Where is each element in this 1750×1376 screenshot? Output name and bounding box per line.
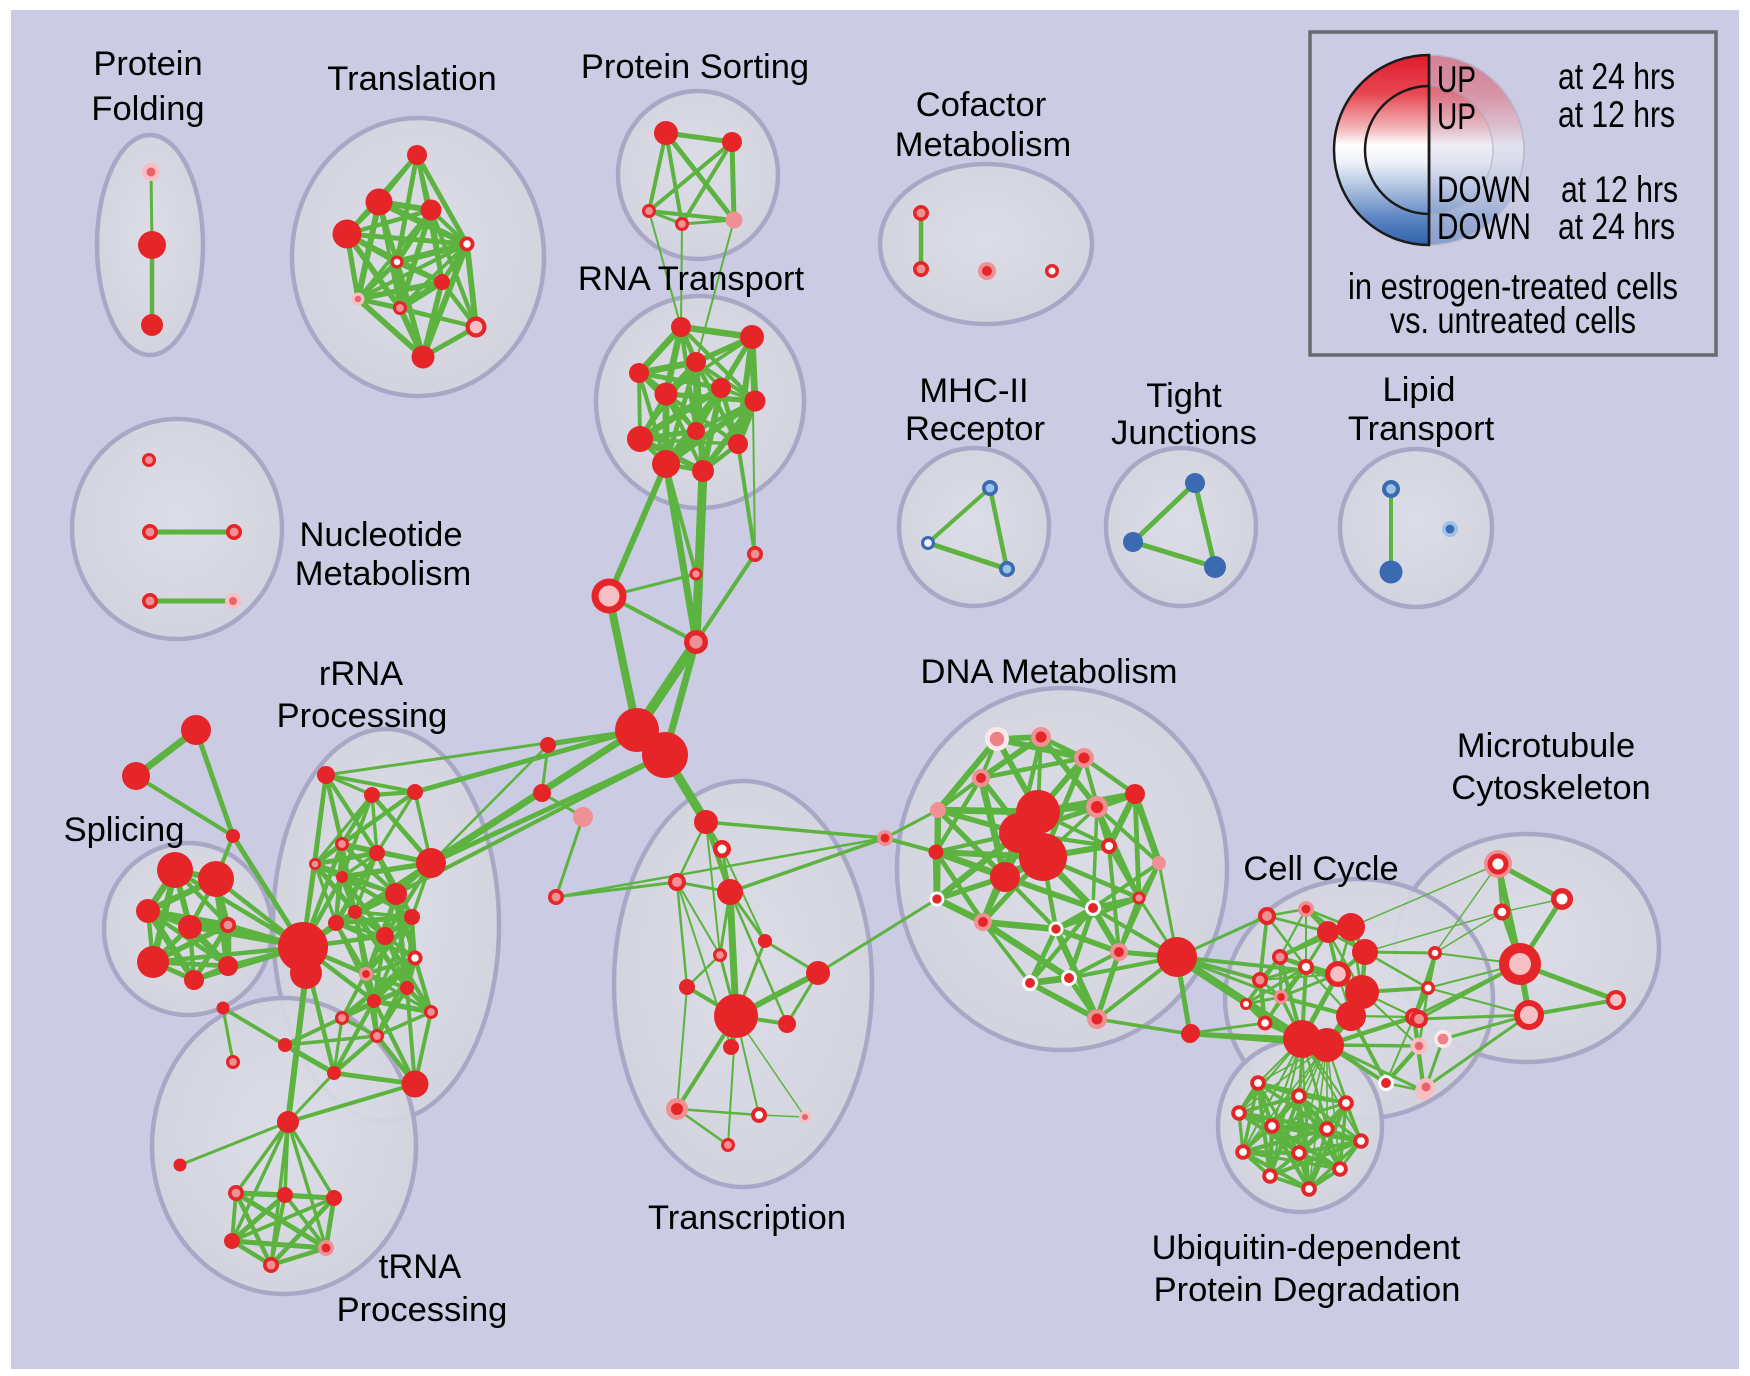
svg-text:Metabolism: Metabolism: [895, 126, 1071, 164]
svg-text:at 12 hrs: at 12 hrs: [1561, 169, 1678, 210]
svg-text:Transcription: Transcription: [648, 1199, 846, 1237]
svg-text:Splicing: Splicing: [64, 811, 185, 849]
svg-text:tRNA: tRNA: [379, 1248, 461, 1286]
svg-text:Ubiquitin-dependent: Ubiquitin-dependent: [1152, 1229, 1461, 1267]
svg-text:Junctions: Junctions: [1111, 414, 1257, 452]
svg-text:in estrogen-treated cells: in estrogen-treated cells: [1348, 266, 1678, 307]
svg-text:Transport: Transport: [1348, 410, 1495, 448]
svg-text:rRNA: rRNA: [319, 655, 403, 693]
svg-text:Cofactor: Cofactor: [916, 86, 1046, 124]
svg-text:Translation: Translation: [327, 60, 496, 98]
svg-text:DOWN: DOWN: [1437, 206, 1531, 247]
svg-text:RNA Transport: RNA Transport: [578, 260, 805, 298]
svg-text:Protein Sorting: Protein Sorting: [581, 48, 809, 86]
svg-text:vs. untreated cells: vs. untreated cells: [1390, 300, 1636, 341]
svg-text:Tight: Tight: [1146, 377, 1222, 415]
svg-text:MHC-II: MHC-II: [919, 372, 1028, 410]
svg-text:Processing: Processing: [337, 1291, 508, 1329]
svg-text:DOWN: DOWN: [1437, 169, 1531, 210]
svg-text:Cytoskeleton: Cytoskeleton: [1451, 769, 1650, 807]
svg-text:UP: UP: [1437, 96, 1476, 137]
svg-text:Receptor: Receptor: [905, 410, 1045, 448]
svg-text:Cell Cycle: Cell Cycle: [1243, 850, 1398, 888]
svg-text:Processing: Processing: [277, 697, 448, 735]
svg-text:Protein Degradation: Protein Degradation: [1154, 1271, 1461, 1309]
svg-text:Nucleotide: Nucleotide: [299, 516, 462, 554]
svg-text:UP: UP: [1437, 59, 1476, 100]
svg-text:Lipid: Lipid: [1383, 371, 1456, 409]
svg-text:at 24 hrs: at 24 hrs: [1558, 206, 1675, 247]
svg-text:at 24 hrs: at 24 hrs: [1558, 56, 1675, 97]
svg-text:Microtubule: Microtubule: [1457, 727, 1635, 765]
svg-text:Metabolism: Metabolism: [295, 555, 471, 593]
svg-text:DNA Metabolism: DNA Metabolism: [921, 653, 1178, 691]
svg-text:Protein: Protein: [93, 45, 202, 83]
svg-text:Folding: Folding: [91, 90, 204, 128]
svg-text:at 12 hrs: at 12 hrs: [1558, 94, 1675, 135]
